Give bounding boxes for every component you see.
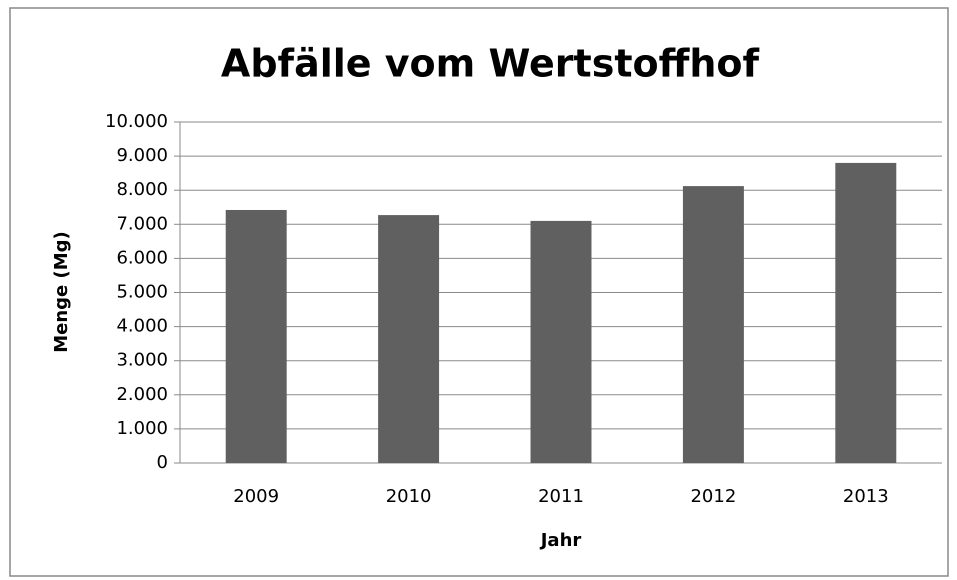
y-tick-label: 7.000 <box>116 213 168 234</box>
y-tick-label: 8.000 <box>116 179 168 200</box>
y-axis-title: Menge (Mg) <box>51 231 72 353</box>
y-tick-label: 9.000 <box>116 145 168 166</box>
y-tick-label: 5.000 <box>116 282 168 303</box>
y-tick-label: 10.000 <box>105 111 168 132</box>
x-tick-label: 2010 <box>386 486 432 507</box>
y-tick-label: 0 <box>157 452 168 473</box>
x-tick-label: 2013 <box>843 486 889 507</box>
y-tick-label: 1.000 <box>116 418 168 439</box>
y-tick-label: 3.000 <box>116 350 168 371</box>
y-tick-label: 6.000 <box>116 247 168 268</box>
x-tick-label: 2012 <box>690 486 736 507</box>
bar <box>835 162 897 464</box>
x-tick-label: 2009 <box>233 486 279 507</box>
x-axis-title: Jahr <box>539 530 582 551</box>
x-tick-label: 2011 <box>538 486 584 507</box>
bar <box>530 220 592 463</box>
bar <box>682 186 744 463</box>
y-tick-label: 4.000 <box>116 316 168 337</box>
bar <box>378 215 440 463</box>
chart-title: Abfälle vom Wertstoffhof <box>221 42 760 86</box>
bar <box>225 209 287 463</box>
y-tick-label: 2.000 <box>116 384 168 405</box>
